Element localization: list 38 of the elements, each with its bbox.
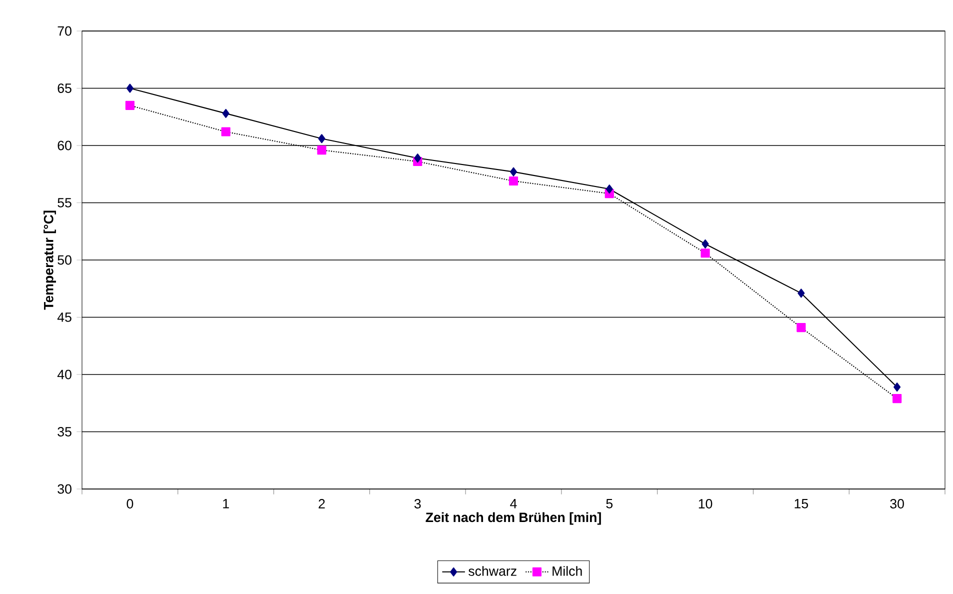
- y-tick-label: 50: [58, 255, 72, 265]
- x-tick-label: 1: [223, 499, 229, 508]
- point: [508, 176, 518, 186]
- y-tick-label: 30: [58, 484, 72, 494]
- y-tick-label: 55: [58, 198, 72, 208]
- y-tick-label: 60: [58, 140, 72, 150]
- point: [317, 146, 326, 155]
- point: [798, 288, 805, 298]
- x-tick-label: 10: [698, 499, 712, 508]
- point: [894, 382, 901, 392]
- point: [700, 248, 710, 258]
- x-tick-label: 5: [606, 499, 613, 508]
- y-axis-title: Temperatur [°C]: [44, 210, 56, 310]
- x-tick-label: 2: [318, 499, 325, 508]
- x-tick-label: 0: [126, 499, 134, 508]
- y-tick-label: 70: [58, 26, 72, 36]
- point: [414, 154, 422, 163]
- y-tick-label: 40: [57, 370, 72, 380]
- point: [796, 323, 806, 332]
- point: [222, 108, 230, 118]
- y-tick-label: 35: [58, 427, 72, 436]
- point: [606, 184, 613, 194]
- point: [702, 239, 709, 249]
- x-tick-label: 4: [510, 499, 517, 508]
- y-tick-label: 45: [57, 312, 72, 322]
- legend-label: schwarz: [468, 566, 516, 576]
- y-tick-label: 65: [58, 84, 72, 93]
- point: [126, 84, 134, 93]
- point: [892, 394, 902, 404]
- x-axis-title: Zeit nach dem Brühen [min]: [426, 512, 601, 525]
- x-tick-label: 3: [414, 499, 421, 508]
- x-tick-label: 15: [794, 499, 808, 508]
- point: [125, 100, 134, 110]
- point: [318, 134, 326, 144]
- x-tick-label: 30: [890, 499, 904, 508]
- legend-label: Milch: [552, 566, 582, 576]
- point: [510, 167, 518, 176]
- point: [221, 127, 230, 136]
